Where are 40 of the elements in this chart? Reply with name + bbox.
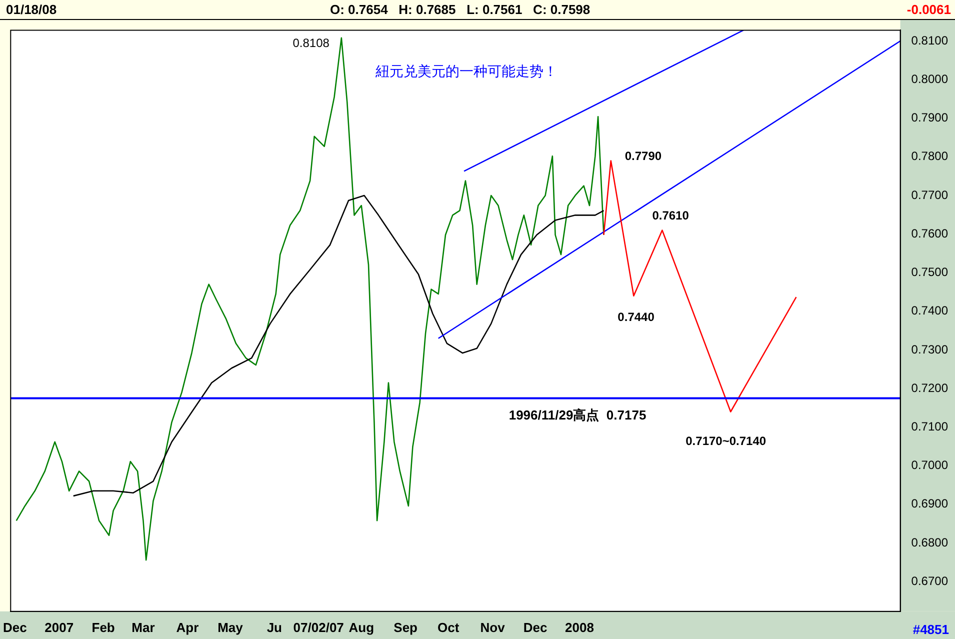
annotation: 紐元兑美元的一种可能走势！ [374,64,558,80]
y-tick-label: 0.7300 [911,342,948,356]
x-tick-label: Nov [480,620,506,635]
text: O: 0.7654 H: 0.7685 L: 0.7561 C: 0.7598 [330,2,590,17]
y-tick-label: 0.6800 [911,535,948,550]
y-tick-label: 0.8100 [911,33,948,48]
ref-line-label: 1996/11/29高点 0.7175 [508,407,646,422]
y-tick-label: 0.7400 [911,304,948,318]
x-tick-label: Dec [523,620,548,635]
y-tick-label: 0.7500 [911,265,948,280]
y-tick-label: 0.6900 [911,496,948,511]
annotation: 0.7170~0.7140 [686,434,766,448]
annotation: 0.7440 [618,310,655,324]
y-tick-label: 0.7600 [911,226,948,240]
x-tick-label: Aug [348,620,374,635]
x-tick-label: Mar [132,620,155,635]
x-tick-label: Sep [394,620,418,635]
text: -0.0061 [906,2,951,17]
x-tick-label: Ju [266,620,282,635]
chart-title: 01/18/08 [6,2,57,17]
x-tick-label: 2008 [565,620,594,635]
y-tick-label: 0.7800 [911,149,948,164]
y-tick-label: 0.7100 [911,420,948,434]
annotation: 0.7610 [652,208,690,223]
y-tick-label: 0.7900 [911,110,948,125]
x-tick-label: Dec [2,620,27,635]
x-tick-label: May [218,620,244,635]
y-tick-label: 0.8000 [911,72,948,86]
x-tick-label: 2007 [44,620,74,635]
y-tick-label: 0.7000 [911,458,948,472]
y-tick-label: 0.7700 [911,188,948,202]
x-tick-label: Oct [438,620,460,635]
y-tick-label: 0.6700 [911,574,948,588]
annotation: 0.7790 [624,149,662,164]
text: #4851 [912,622,949,637]
y-tick-label: 0.7200 [911,380,948,395]
x-tick-label: Feb [92,620,115,635]
x-tick-label: 07/02/07 [293,620,344,635]
x-tick-label: Apr [176,620,199,635]
annotation: 0.8108 [292,36,330,50]
